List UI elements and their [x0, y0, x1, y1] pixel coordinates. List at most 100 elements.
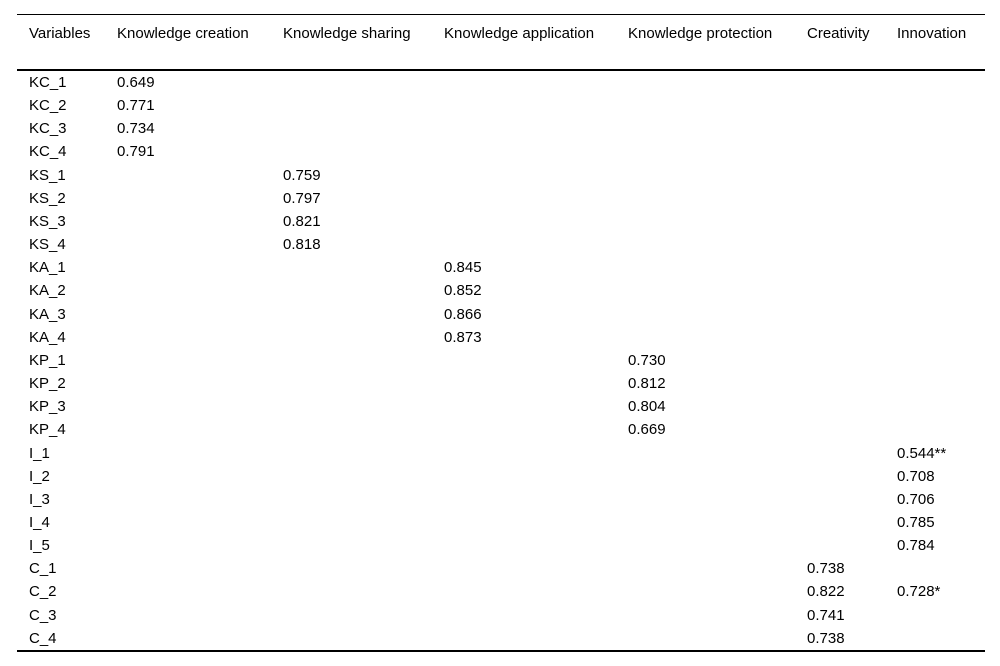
table-row: KS_4 0.818 [17, 233, 985, 256]
row-variable-label: KP_2 [29, 375, 66, 393]
loading-value-cell [283, 465, 444, 488]
loading-value-cell: 0.738 [807, 560, 845, 578]
table-row: I_4 0.785 [17, 511, 985, 534]
loading-value-cell [628, 303, 807, 326]
loading-value-cell [897, 256, 985, 279]
loading-value-cell [283, 256, 444, 279]
loading-value-cell [283, 303, 444, 326]
row-variable-label: I_4 [29, 513, 50, 531]
table-row: I_2 0.708 [17, 465, 985, 488]
loading-value-cell [897, 233, 985, 256]
loading-value-cell [807, 442, 897, 465]
loading-value-cell [283, 326, 444, 349]
loading-value-cell [807, 511, 897, 534]
loading-value-cell [283, 117, 444, 140]
table-row: KS_2 0.797 [17, 187, 985, 210]
loading-value-cell: 0.822 [807, 583, 845, 601]
loading-value-cell [444, 233, 628, 256]
loading-value-cell [807, 372, 897, 395]
loading-value-cell: 0.784 [897, 537, 935, 555]
column-header-knowledge-application: Knowledge application [444, 25, 595, 42]
loading-value-cell: 0.741 [807, 606, 845, 624]
loading-value-cell [283, 418, 444, 441]
row-variable-label: KS_1 [29, 166, 66, 184]
factor-loadings-table-container: Variables Knowledge creation Knowledge s… [17, 14, 985, 652]
loading-value-cell [283, 279, 444, 302]
loading-value-cell [444, 580, 628, 603]
loading-value-cell [897, 303, 985, 326]
loading-value-cell [117, 256, 283, 279]
loading-value-cell [897, 557, 985, 580]
loading-value-cell [283, 627, 444, 651]
row-variable-label: KC_1 [29, 74, 67, 91]
loading-value-cell [897, 164, 985, 187]
loading-value-cell [807, 349, 897, 372]
loading-value-cell: 0.797 [283, 189, 321, 207]
loading-value-cell [897, 187, 985, 210]
loading-value-cell [117, 372, 283, 395]
table-row: KA_2 0.852 [17, 279, 985, 302]
loading-value-cell [283, 580, 444, 603]
loading-value-cell [897, 372, 985, 395]
loading-value-cell [628, 488, 807, 511]
loading-value-cell [897, 279, 985, 302]
table-row: KA_1 0.845 [17, 256, 985, 279]
column-header-creativity: Creativity [807, 25, 870, 42]
loading-value-cell [628, 511, 807, 534]
table-body: KC_1 0.649 KC_2 0.771 KC_3 0.734 KC_4 0.… [17, 70, 985, 651]
table-row: KC_4 0.791 [17, 140, 985, 163]
loading-value-cell [117, 303, 283, 326]
loading-value-cell [897, 94, 985, 117]
table-row: KP_3 0.804 [17, 395, 985, 418]
loading-value-cell [628, 117, 807, 140]
loading-value-cell [117, 488, 283, 511]
row-variable-label: KA_1 [29, 259, 66, 277]
row-variable-label: KA_2 [29, 282, 66, 300]
loading-value-cell [628, 326, 807, 349]
row-variable-label: KA_4 [29, 328, 66, 346]
loading-value-cell [628, 70, 807, 94]
loading-value-cell [807, 164, 897, 187]
table-row: KS_1 0.759 [17, 164, 985, 187]
loading-value-cell [117, 210, 283, 233]
row-variable-label: KS_2 [29, 189, 66, 207]
loading-value-cell [283, 372, 444, 395]
loading-value-cell [117, 580, 283, 603]
loading-value-cell [628, 140, 807, 163]
row-variable-label: KC_4 [29, 143, 67, 161]
loading-value-cell [117, 604, 283, 627]
row-variable-label: KP_3 [29, 398, 66, 416]
loading-value-cell [897, 140, 985, 163]
row-variable-label: C_1 [29, 560, 57, 578]
factor-loadings-table: Variables Knowledge creation Knowledge s… [17, 14, 985, 652]
loading-value-cell [283, 511, 444, 534]
loading-value-cell [283, 349, 444, 372]
loading-value-cell [807, 534, 897, 557]
loading-value-cell [117, 326, 283, 349]
row-variable-label: KA_3 [29, 305, 66, 323]
loading-value-cell [628, 534, 807, 557]
loading-value-cell [444, 442, 628, 465]
table-row: KP_4 0.669 [17, 418, 985, 441]
loading-value-cell [117, 511, 283, 534]
loading-value-cell: 0.728* [897, 583, 941, 601]
row-variable-label: KP_1 [29, 351, 66, 369]
loading-value-cell [807, 210, 897, 233]
loading-value-cell [283, 395, 444, 418]
row-variable-label: KP_4 [29, 421, 66, 439]
loading-value-cell [807, 233, 897, 256]
loading-value-cell: 0.873 [444, 328, 482, 346]
loading-value-cell [444, 465, 628, 488]
loading-value-cell: 0.730 [628, 351, 666, 369]
loading-value-cell [444, 70, 628, 94]
table-row: I_1 0.544** [17, 442, 985, 465]
loading-value-cell [117, 557, 283, 580]
table-row: KP_2 0.812 [17, 372, 985, 395]
row-variable-label: KS_3 [29, 212, 66, 230]
loading-value-cell [117, 187, 283, 210]
loading-value-cell [444, 511, 628, 534]
loading-value-cell [628, 279, 807, 302]
loading-value-cell [628, 210, 807, 233]
loading-value-cell: 0.845 [444, 259, 482, 277]
table-row: KA_3 0.866 [17, 303, 985, 326]
